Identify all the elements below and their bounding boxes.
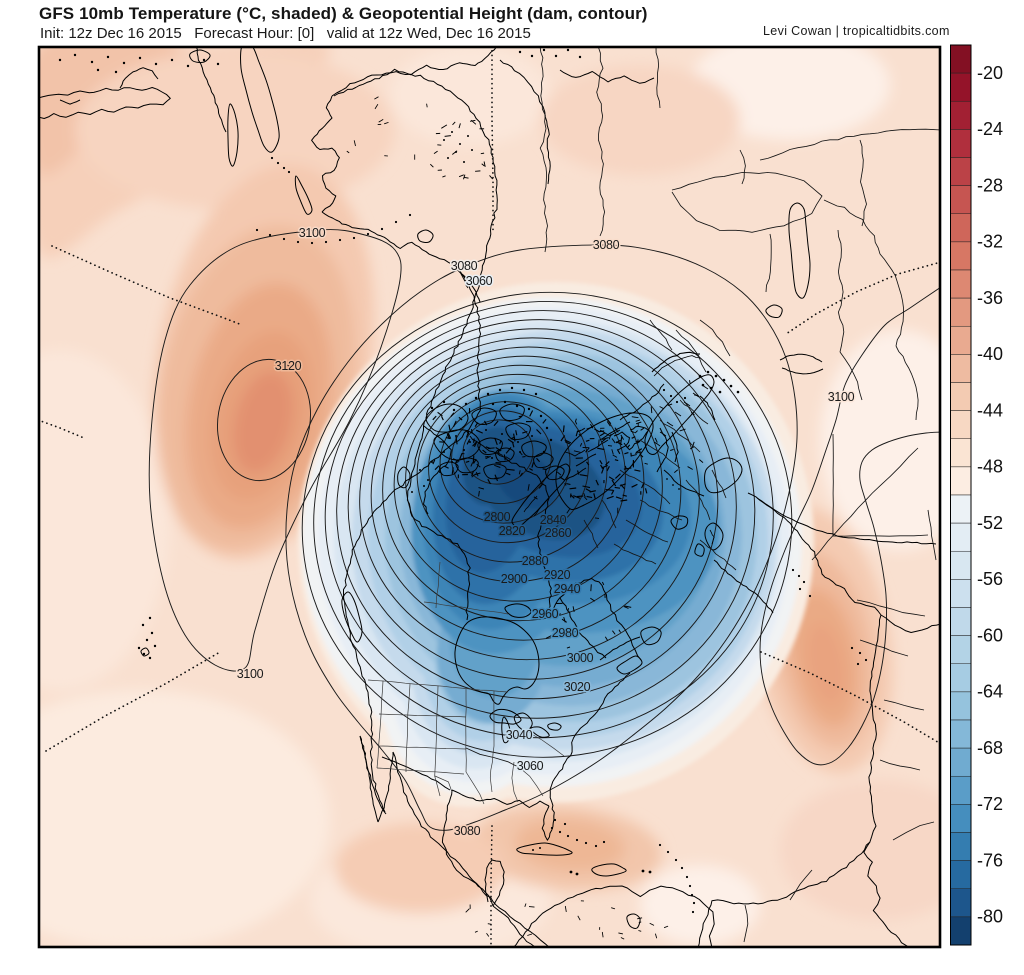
svg-text:3040: 3040	[506, 728, 533, 742]
svg-text:3100: 3100	[299, 226, 326, 240]
svg-text:3060: 3060	[517, 759, 544, 773]
svg-text:-40: -40	[977, 344, 1003, 364]
svg-text:-56: -56	[977, 569, 1003, 589]
svg-text:2880: 2880	[522, 554, 549, 568]
svg-text:-44: -44	[977, 400, 1003, 420]
svg-text:-32: -32	[977, 232, 1003, 252]
svg-text:3120: 3120	[275, 359, 302, 373]
svg-text:3080: 3080	[593, 238, 620, 252]
svg-text:2960: 2960	[532, 607, 559, 621]
svg-text:2900: 2900	[501, 572, 528, 586]
svg-text:-80: -80	[977, 907, 1003, 927]
svg-text:-52: -52	[977, 513, 1003, 533]
svg-text:-64: -64	[977, 682, 1003, 702]
svg-text:3060: 3060	[466, 274, 493, 288]
svg-text:-48: -48	[977, 457, 1003, 477]
svg-text:-72: -72	[977, 794, 1003, 814]
svg-text:2820: 2820	[499, 524, 526, 538]
svg-text:-28: -28	[977, 175, 1003, 195]
svg-text:-20: -20	[977, 63, 1003, 83]
svg-text:2860: 2860	[545, 526, 572, 540]
svg-text:2980: 2980	[552, 626, 579, 640]
svg-text:2920: 2920	[544, 568, 571, 582]
svg-text:2800: 2800	[484, 510, 511, 524]
svg-text:2840: 2840	[540, 513, 567, 527]
svg-text:-76: -76	[977, 850, 1003, 870]
svg-text:-60: -60	[977, 625, 1003, 645]
svg-text:3000: 3000	[567, 651, 594, 665]
svg-text:3100: 3100	[828, 390, 855, 404]
svg-text:2940: 2940	[554, 582, 581, 596]
svg-text:3080: 3080	[451, 259, 478, 273]
svg-text:3020: 3020	[564, 680, 591, 694]
svg-text:-36: -36	[977, 288, 1003, 308]
svg-text:3100: 3100	[237, 667, 264, 681]
svg-text:3080: 3080	[454, 824, 481, 838]
svg-text:-68: -68	[977, 738, 1003, 758]
svg-text:-24: -24	[977, 119, 1003, 139]
